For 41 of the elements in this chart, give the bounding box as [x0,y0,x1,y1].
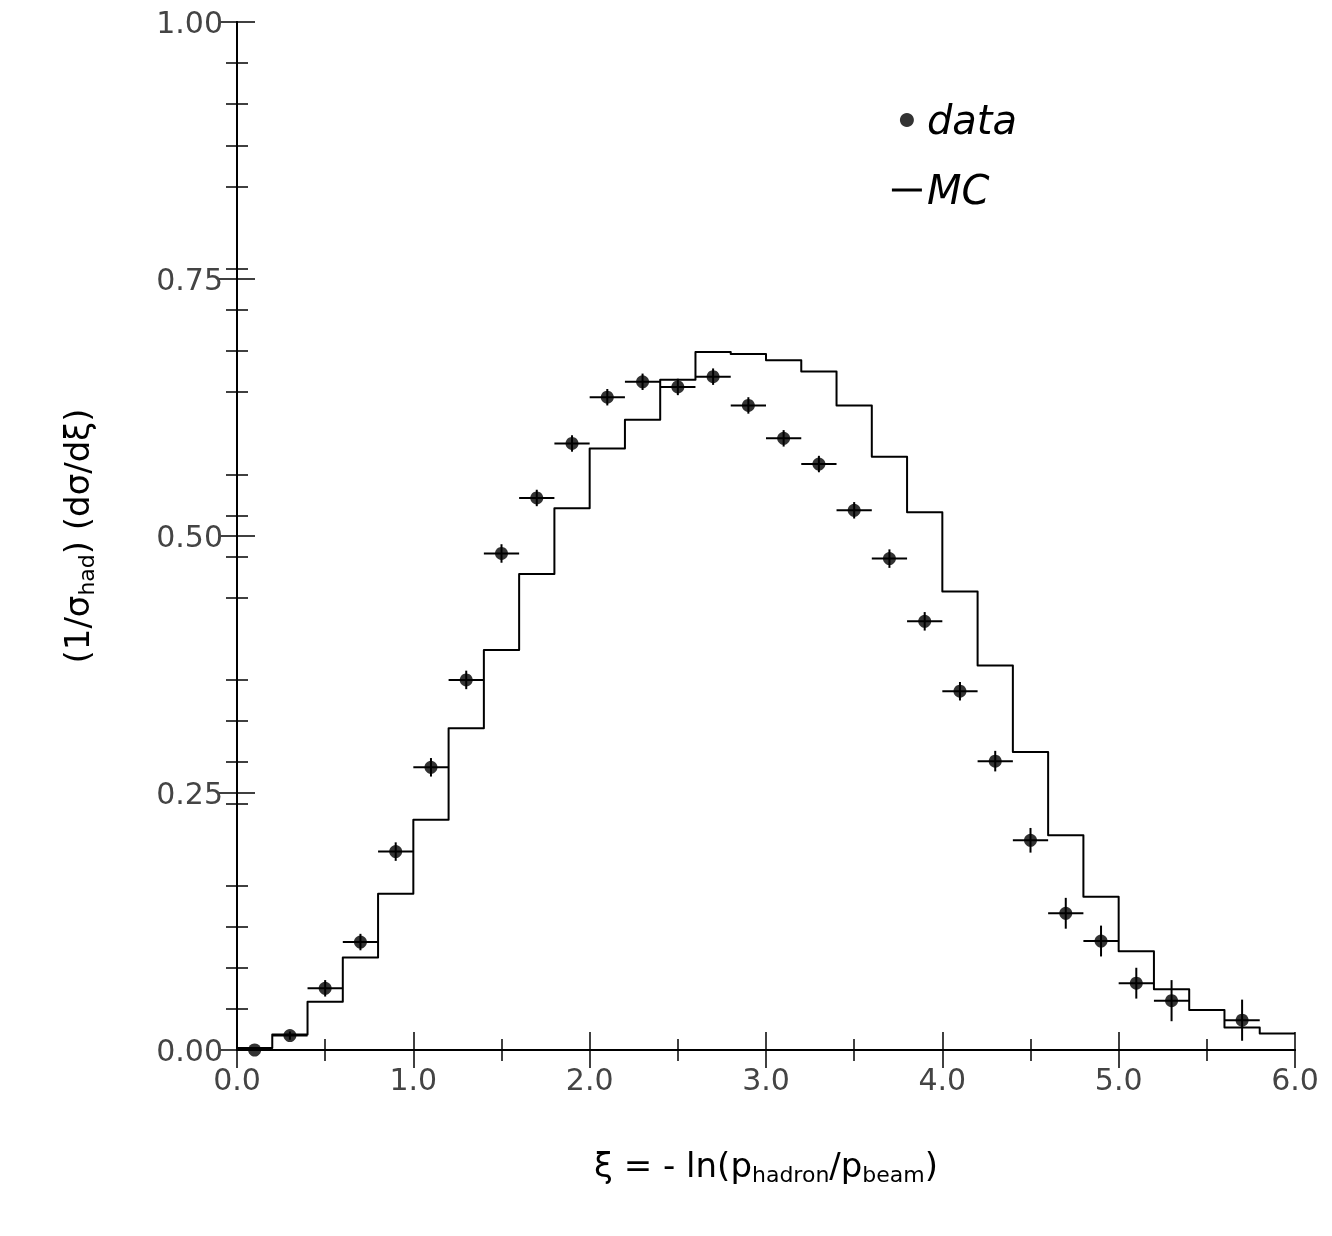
y-axis-title: (1/σhad) (dσ/dξ) [57,408,99,664]
point [459,673,473,687]
legend-label: data [926,97,1018,143]
point [1094,934,1108,948]
y-tick-label: 1.00 [156,4,223,40]
point [283,1029,297,1043]
point [812,457,826,471]
x-tick-label: 1.0 [389,1061,438,1097]
point [1059,906,1073,920]
legend-label: MC [926,167,990,213]
point [1024,833,1037,847]
x-tick-label: 3.0 [742,1061,790,1097]
point [600,390,614,404]
x-tick-label: 5.0 [1094,1061,1143,1097]
point [953,684,967,698]
point [671,380,685,394]
y-tick-label: 0.50 [156,518,223,554]
point [847,503,861,517]
point [988,754,1002,768]
point [636,375,650,389]
point [530,491,544,505]
y-tick-label: 0.75 [156,261,223,297]
point [248,1043,262,1057]
x-tick-label: 4.0 [918,1061,967,1097]
point [1165,994,1179,1008]
point [777,431,791,445]
point [495,546,508,560]
point [424,760,438,774]
point [882,552,896,566]
point [565,436,579,450]
point [706,370,720,384]
y-tick-label: 0.25 [156,775,223,811]
x-tick-label: 6.0 [1271,1061,1319,1097]
x-tick-label: 2.0 [565,1061,614,1097]
point [1129,976,1143,990]
point [741,398,755,412]
point [318,981,332,995]
point [353,935,367,949]
point [1235,1013,1249,1027]
point [389,845,403,859]
point [918,614,932,628]
